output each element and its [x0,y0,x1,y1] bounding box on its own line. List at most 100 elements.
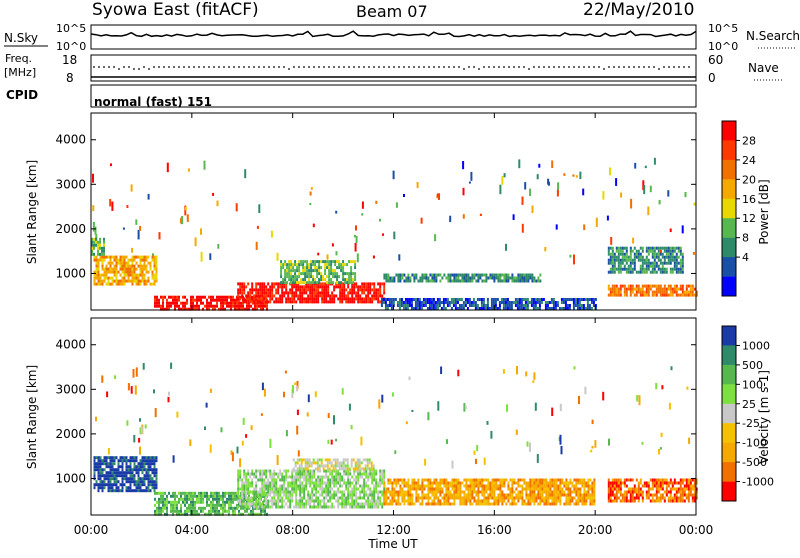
echo-cell [469,482,471,485]
echo-cell [321,288,323,291]
echo-cell [309,482,311,485]
colorbar-swatch [722,140,736,160]
echo-cell [473,491,475,494]
echo-cell [632,494,634,497]
echo-cell [680,271,682,274]
echo-cell [668,253,670,256]
nave-point [408,66,410,68]
echo-cell [307,500,309,503]
echo-cell [259,488,261,491]
echo-cell [321,500,323,503]
echo-cell [311,470,313,473]
echo-cell [214,504,216,507]
echo-cell [676,288,678,291]
echo-cell [593,304,595,307]
echo-cell [579,500,581,503]
echo-cell [329,467,331,470]
echo-cell [331,294,333,297]
echo-cell [359,494,361,497]
echo-speck [357,253,359,262]
echo-cell [95,241,97,244]
echo-cell [255,294,257,297]
echo-cell [184,510,186,513]
echo-cell [305,291,307,294]
nave-point [158,66,160,68]
echo-cell [291,482,293,485]
echo-cell [100,465,102,468]
echo-cell [303,467,305,470]
echo-cell [483,274,485,277]
echo-cell [565,500,567,503]
echo-cell [134,280,136,283]
echo-cell [241,488,243,491]
nave-point [618,66,620,68]
echo-cell [511,491,513,494]
echo-cell [136,483,138,486]
echo-cell [283,479,285,482]
echo-cell [339,491,341,494]
echo-cell [567,494,569,497]
echo-cell [357,300,359,303]
echo-cell [263,291,265,294]
echo-cell [186,492,188,495]
nave-point [413,66,415,68]
echo-cell [114,462,116,465]
echo-cell [616,488,618,491]
echo-cell [469,301,471,304]
echo-cell [138,486,140,489]
echo-cell [247,503,249,506]
echo-cell [332,260,334,263]
echo-cell [262,510,264,513]
echo-cell [315,461,317,464]
echo-cell [660,259,662,262]
echo-cell [495,274,497,277]
echo-cell [347,494,349,497]
echo-cell [338,266,340,269]
echo-cell [555,497,557,500]
echo-cell [658,491,660,494]
echo-cell [263,494,265,497]
echo-cell [549,482,551,485]
echo-cell [110,262,112,265]
echo-cell [103,238,105,241]
echo-cell [128,265,130,268]
echo-cell [132,477,134,480]
echo-cell [245,503,247,506]
echo-cell [535,482,537,485]
echo-cell [371,461,373,464]
echo-cell [279,500,281,503]
echo-cell [485,280,487,283]
echo-cell [253,294,255,297]
echo-cell [519,277,521,280]
echo-cell [630,488,632,491]
echo-cell [325,464,327,467]
echo-cell [375,297,377,300]
echo-cell [271,491,273,494]
echo-cell [142,256,144,259]
echo-cell [652,291,654,294]
echo-speck [297,410,299,416]
echo-cell [132,468,134,471]
echo-cell [335,500,337,503]
echo-cell [134,265,136,268]
echo-cell [335,479,337,482]
echo-cell [648,488,650,491]
echo-cell [343,458,345,461]
echo-cell [553,491,555,494]
echo-cell [140,259,142,262]
echo-cell [241,282,243,285]
echo-cell [549,488,551,491]
echo-cell [507,277,509,280]
echo-speck [328,413,330,418]
echo-cell [511,500,513,503]
echo-cell [307,476,309,479]
echo-cell [283,476,285,479]
echo-cell [670,497,672,500]
echo-cell [640,253,642,256]
echo-cell [124,474,126,477]
echo-speck [446,439,448,444]
echo-cell [132,271,134,274]
nave-point [273,66,275,68]
echo-cell [128,262,130,265]
echo-cell [389,277,391,280]
